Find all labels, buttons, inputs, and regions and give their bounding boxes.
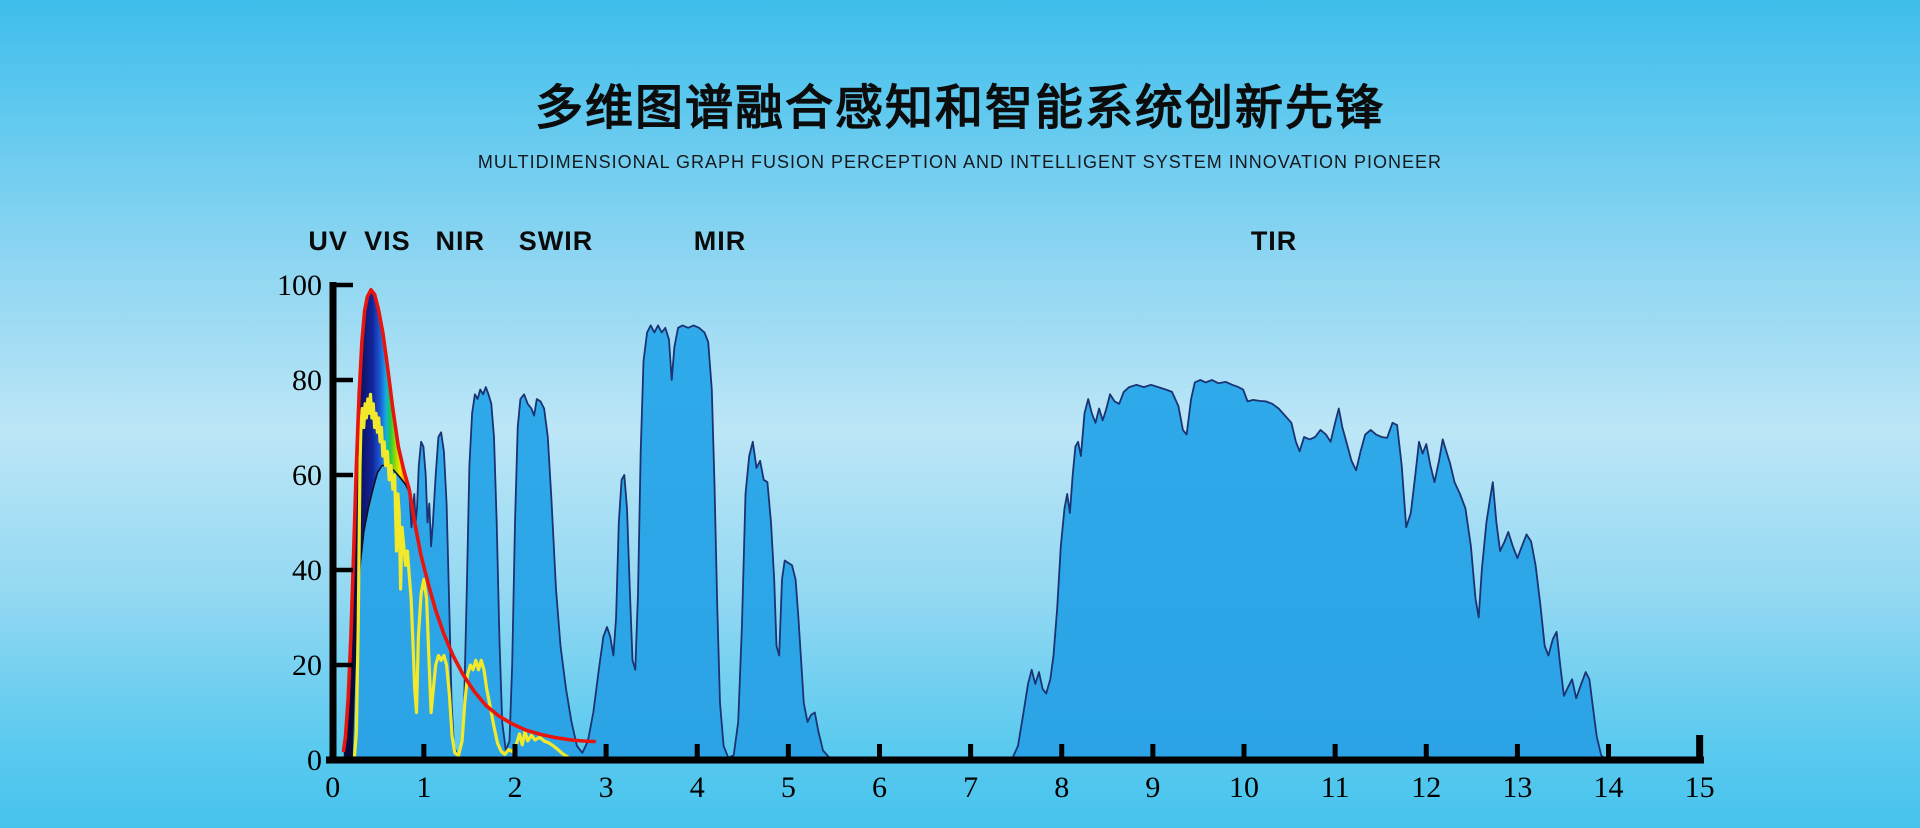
y-tick-label: 20 [292, 649, 322, 682]
band-label-swir: SWIR [519, 226, 594, 256]
band-label-tir: TIR [1251, 226, 1298, 256]
y-tick-label: 100 [277, 269, 322, 302]
solar-spectrum-curve [353, 392, 570, 759]
y-tick-label: 40 [292, 554, 322, 587]
x-tick-label: 8 [1054, 771, 1069, 804]
x-tick-label: 6 [872, 771, 887, 804]
page-title: 多维图谱融合感知和智能系统创新先锋 [534, 82, 1385, 135]
y-tick-label: 80 [292, 364, 322, 397]
page-subtitle: MULTIDIMENSIONAL GRAPH FUSION PERCEPTION… [477, 152, 1443, 172]
band-label-vis: VIS [364, 226, 411, 256]
x-tick-label: 7 [963, 771, 978, 804]
band-label-uv: UV [308, 226, 348, 256]
x-tick-label: 5 [781, 771, 796, 804]
x-tick-label: 0 [325, 771, 340, 804]
x-tick-label: 9 [1145, 771, 1160, 804]
x-tick-label: 15 [1685, 771, 1715, 804]
axes [326, 282, 1704, 764]
x-tick-label: 3 [599, 771, 614, 804]
x-tick-label: 2 [507, 771, 522, 804]
x-tick-label: 1 [416, 771, 431, 804]
spectral-band-labels: UV VIS NIR SWIR MIR TIR [308, 226, 1298, 256]
transmission-windows-area [331, 324, 1701, 761]
band-label-nir: NIR [436, 226, 486, 256]
x-tick-label: 13 [1502, 771, 1532, 804]
x-tick-label: 10 [1229, 771, 1259, 804]
x-tick-label: 4 [690, 771, 705, 804]
band-label-mir: MIR [694, 226, 747, 256]
y-tick-label: 0 [307, 744, 322, 777]
x-tick-label: 11 [1321, 771, 1350, 804]
blackbody-envelope-curve [341, 288, 596, 753]
y-tick-label: 60 [292, 459, 322, 492]
x-tick-label: 14 [1594, 771, 1624, 804]
x-tick-label: 12 [1411, 771, 1441, 804]
